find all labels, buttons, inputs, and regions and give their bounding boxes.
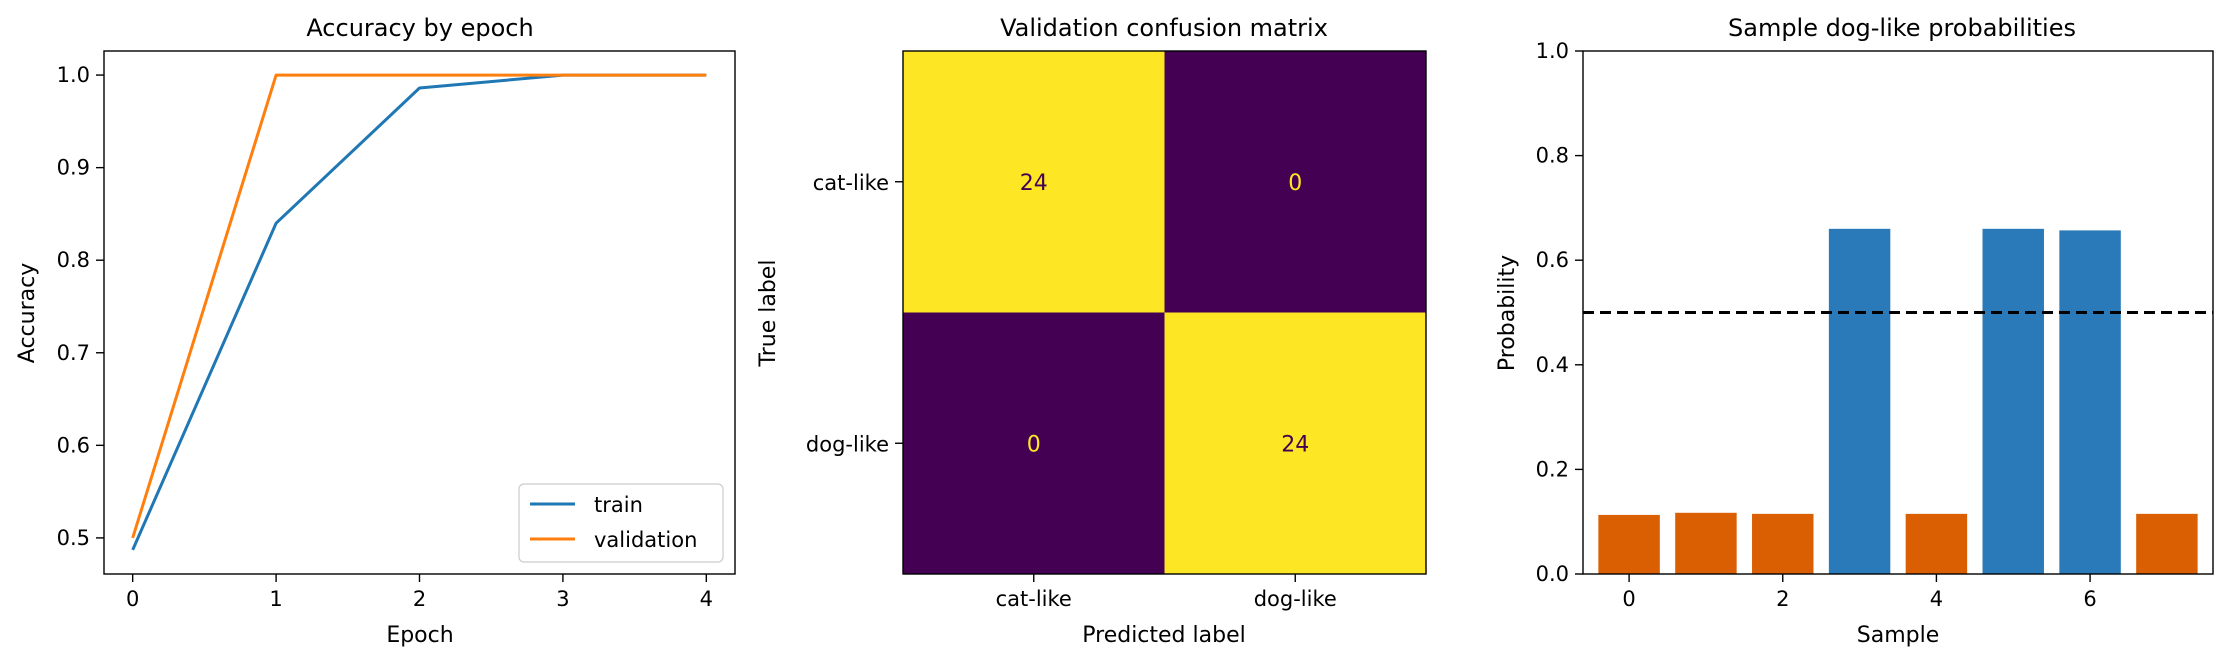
x-tick-label: dog-like	[1254, 587, 1337, 611]
y-tick-label: 0.9	[57, 156, 90, 180]
x-tick-label: 4	[700, 587, 713, 611]
y-tick-label: 0.5	[57, 526, 90, 550]
confusion-matrix-cells: 24 0 0 24	[903, 51, 1426, 574]
matrix-cell-value: 0	[1288, 171, 1302, 196]
confusion-ticks: cat-like dog-like cat-like dog-like	[806, 171, 1337, 611]
probability-bar	[1982, 228, 2044, 574]
probability-bar	[2136, 513, 2198, 574]
y-tick-label: 0.6	[57, 433, 90, 457]
x-tick-label: 0	[1622, 587, 1635, 611]
confusion-matrix-title: Validation confusion matrix	[1000, 14, 1328, 42]
x-tick-label: 0	[126, 587, 139, 611]
probability-y-ticks: 0.0 0.2 0.4 0.6 0.8 1.0	[1536, 39, 1583, 586]
matrix-cell	[1164, 51, 1426, 313]
probability-bar	[1752, 513, 1814, 574]
x-tick-label: 6	[2083, 587, 2096, 611]
y-tick-label: 0.8	[1536, 144, 1569, 168]
probability-bar	[1905, 513, 1968, 574]
x-tick-label: 3	[556, 587, 569, 611]
accuracy-y-label: Accuracy	[15, 263, 40, 363]
matrix-cell-value: 24	[1020, 171, 1048, 196]
x-tick-label: cat-like	[996, 587, 1072, 611]
probability-bars	[1598, 228, 2198, 574]
accuracy-x-label: Epoch	[386, 623, 453, 648]
matrix-cell	[903, 312, 1165, 574]
probability-axes-frame	[1582, 50, 2214, 575]
probability-bar	[1828, 228, 1891, 574]
probability-chart-title: Sample dog-like probabilities	[1728, 14, 2076, 42]
matrix-cell-value: 24	[1281, 432, 1309, 457]
x-tick-label: 4	[1930, 587, 1943, 611]
legend-validation-label: validation	[594, 528, 697, 552]
confusion-axes-frame	[902, 50, 1427, 575]
probability-x-label: Sample	[1857, 623, 1940, 648]
accuracy-chart-title: Accuracy by epoch	[306, 14, 533, 42]
accuracy-y-ticks: 0.5 0.6 0.7 0.8 0.9 1.0	[57, 63, 104, 550]
probability-bar	[1675, 512, 1737, 574]
y-tick-label: 0.2	[1536, 457, 1569, 481]
y-tick-label: 1.0	[57, 63, 90, 87]
series-line-train	[131, 73, 707, 551]
matrix-cell	[903, 51, 1165, 313]
y-tick-label: 0.7	[57, 341, 90, 365]
probability-y-label: Probability	[1495, 255, 1520, 371]
matrix-cell	[1164, 312, 1426, 574]
accuracy-chart: Accuracy by epoch 0 1 2 3 4 0.5 0.6 0.7 0.8 0.9 1…	[15, 14, 736, 648]
series-line-validation	[131, 73, 707, 539]
legend-train-label: train	[594, 493, 643, 517]
y-tick-label: dog-like	[806, 432, 889, 456]
accuracy-x-ticks: 0 1 2 3 4	[126, 574, 713, 611]
probability-bar	[1598, 514, 1660, 574]
matrix-cell-value: 0	[1027, 432, 1041, 457]
probability-bar	[2059, 230, 2121, 574]
probability-x-ticks: 0 2 4 6	[1622, 574, 2097, 611]
y-tick-label: 0.6	[1536, 248, 1569, 272]
y-tick-label: 0.4	[1536, 353, 1569, 377]
x-tick-label: 1	[269, 587, 282, 611]
y-tick-label: 1.0	[1536, 39, 1569, 63]
y-tick-label: 0.0	[1536, 562, 1569, 586]
confusion-x-label: Predicted label	[1082, 623, 1245, 648]
y-tick-label: 0.8	[57, 248, 90, 272]
accuracy-legend: train validation	[518, 483, 724, 563]
accuracy-plot-area	[131, 73, 707, 551]
x-tick-label: 2	[413, 587, 426, 611]
y-tick-label: cat-like	[813, 171, 889, 195]
x-tick-label: 2	[1776, 587, 1789, 611]
confusion-matrix-chart: Validation confusion matrix 24 0 0 24 cat-l…	[756, 14, 1427, 648]
confusion-y-label: True label	[756, 260, 781, 368]
